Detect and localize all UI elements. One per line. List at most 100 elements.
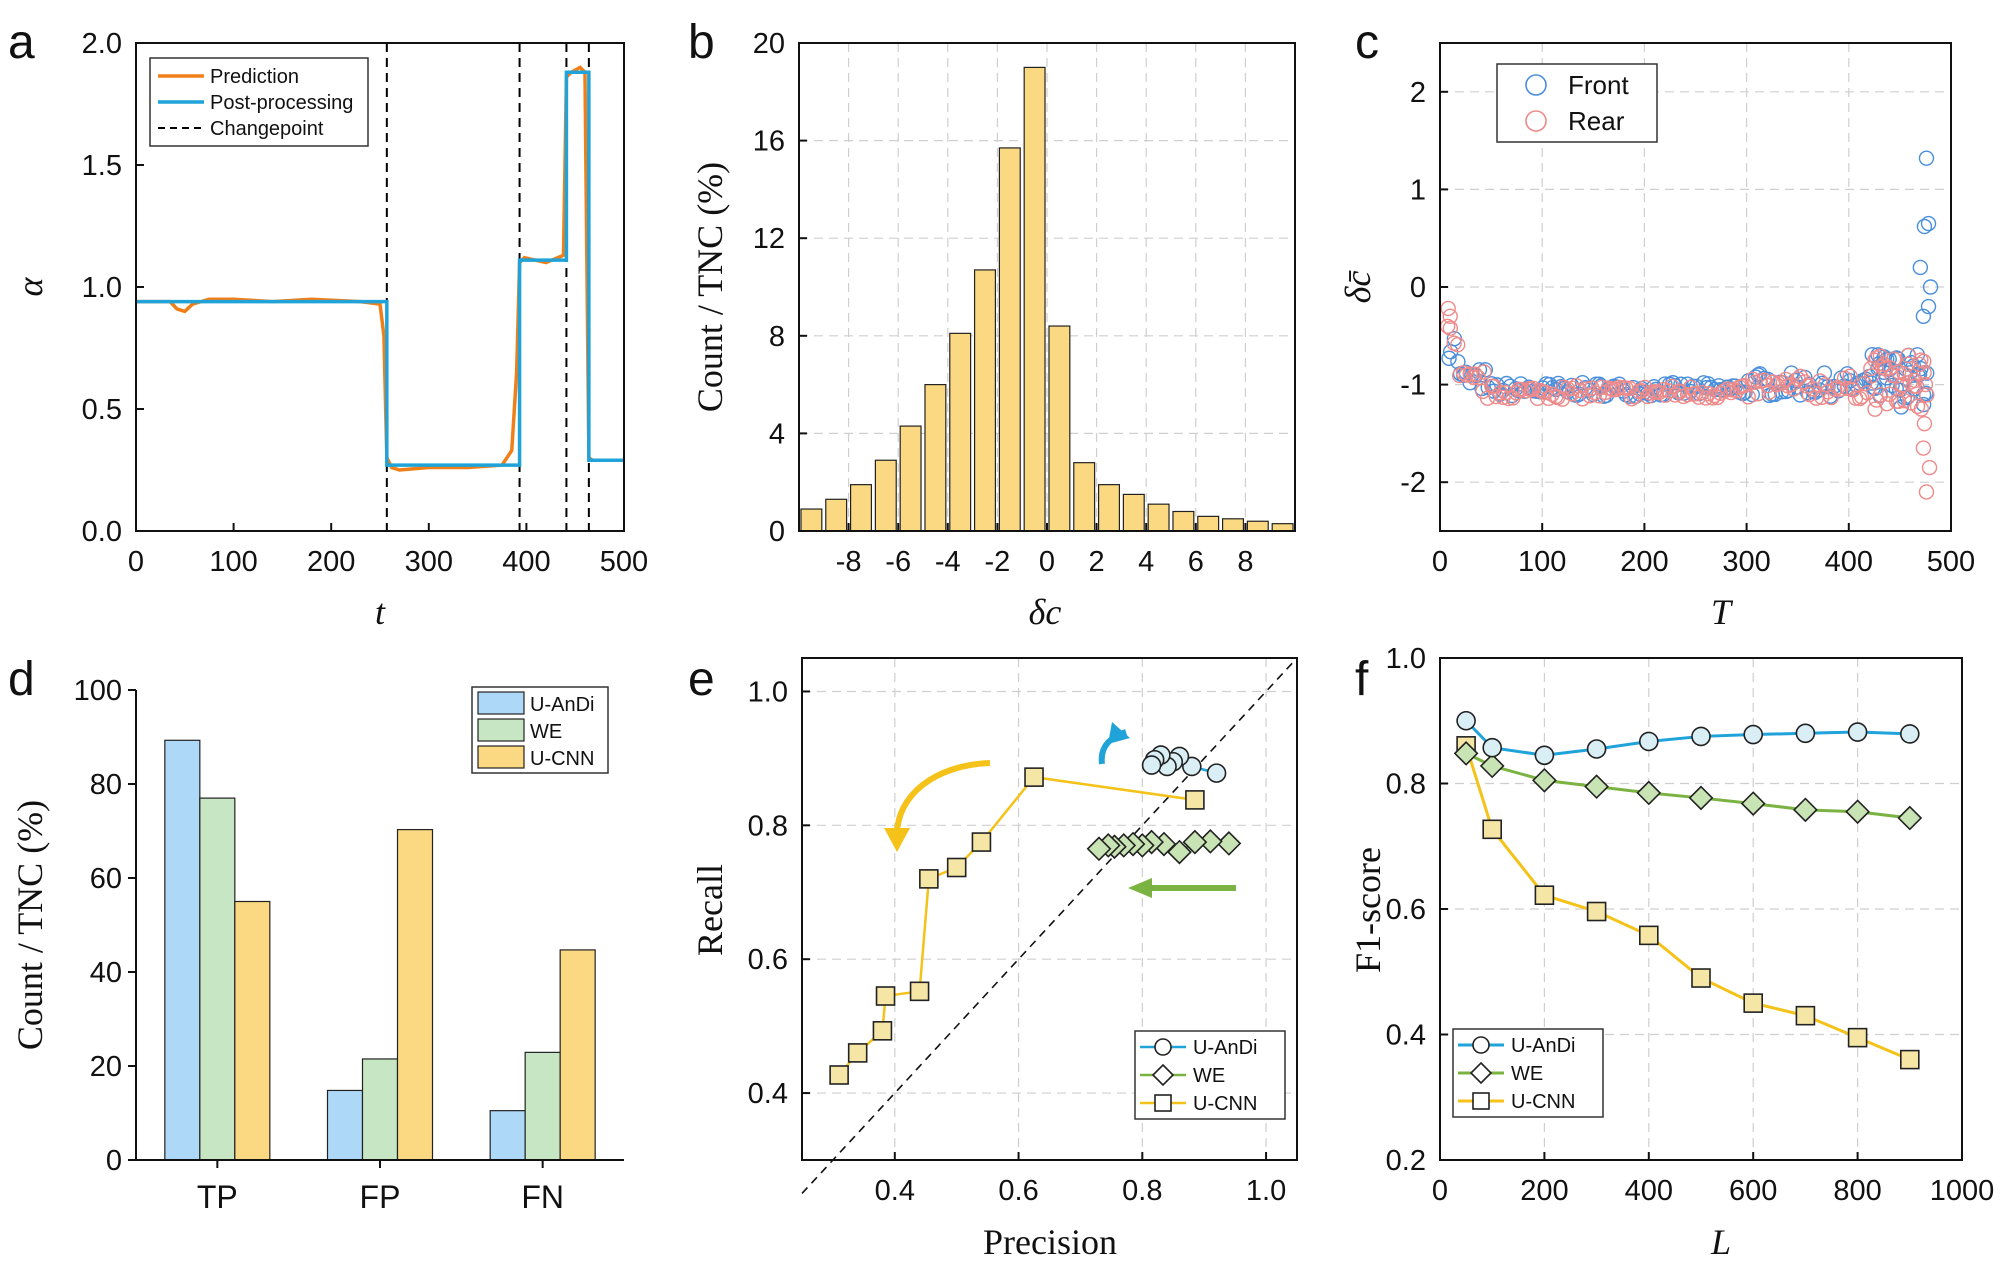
yellow-arrow-shaft bbox=[894, 760, 991, 836]
y-axis-label: Recall bbox=[690, 864, 730, 956]
green-arrow-head bbox=[1128, 878, 1152, 898]
bar bbox=[489, 1110, 526, 1161]
rear-point bbox=[1505, 390, 1521, 406]
rear-point bbox=[1442, 308, 1458, 324]
x-tick-label: -6 bbox=[885, 546, 911, 578]
data-point bbox=[1024, 767, 1044, 787]
rear-point bbox=[1917, 376, 1934, 393]
rear-point bbox=[1578, 381, 1595, 397]
data-point bbox=[1206, 763, 1227, 783]
x-tick-label: 0 bbox=[1039, 546, 1055, 578]
rear-point bbox=[1921, 459, 1938, 476]
bar bbox=[849, 484, 873, 532]
x-axis-label: T bbox=[1711, 592, 1734, 632]
data-point bbox=[1743, 724, 1763, 745]
front-point bbox=[1920, 298, 1937, 315]
y-tick-label: 0.6 bbox=[1386, 894, 1426, 926]
legend-label: U-CNN bbox=[530, 748, 594, 770]
bar bbox=[396, 828, 434, 1161]
y-tick-label: 12 bbox=[753, 223, 785, 255]
series-line bbox=[1465, 719, 1910, 757]
bar bbox=[949, 332, 972, 532]
y-tick-label: 2.0 bbox=[82, 28, 122, 60]
panel-b: -8 -6 -4 -2 0 2 4 6 8 0 4 8 12 16 20 δc Count / TNC (%) bbox=[690, 28, 1296, 632]
rear-point bbox=[1611, 379, 1627, 396]
y-tick-label: -1 bbox=[1400, 370, 1426, 402]
rear-point bbox=[1908, 378, 1925, 394]
data-point bbox=[1534, 885, 1555, 905]
y-axis-label: Count / TNC (%) bbox=[10, 800, 50, 1050]
rear-point bbox=[1918, 484, 1935, 500]
blue-arrow-head bbox=[1108, 722, 1130, 744]
legend-label: U-AnDi bbox=[1511, 1035, 1575, 1057]
data-point bbox=[1216, 831, 1242, 856]
front-point bbox=[1441, 350, 1457, 366]
data-point bbox=[1584, 774, 1609, 800]
x-tick-label: 0.4 bbox=[875, 1175, 915, 1207]
x-tick-label: 400 bbox=[1825, 546, 1873, 578]
rear-point bbox=[1622, 380, 1638, 397]
rear-point bbox=[1470, 369, 1486, 386]
rear-point bbox=[1839, 380, 1856, 397]
legend: U-AnDi WE U-CNN bbox=[471, 686, 609, 774]
rear-point bbox=[1864, 368, 1880, 384]
y-axis-label: F1-score bbox=[1348, 847, 1388, 973]
data-point bbox=[1453, 740, 1479, 766]
data-point bbox=[1586, 739, 1607, 759]
rear-point bbox=[1688, 386, 1704, 402]
x-tick-label: 0 bbox=[1432, 546, 1448, 578]
panel-letter: d bbox=[8, 653, 35, 706]
rear-point bbox=[1455, 365, 1472, 381]
y-tick-label: 16 bbox=[753, 126, 785, 158]
data-point bbox=[909, 981, 930, 1002]
series-line bbox=[838, 775, 1196, 1076]
panel-letter: f bbox=[1355, 653, 1369, 706]
y-tick-label: 20 bbox=[753, 28, 785, 60]
data-point bbox=[1141, 755, 1162, 775]
x-axis-label: Precision bbox=[983, 1222, 1117, 1262]
rear-point bbox=[1679, 386, 1696, 403]
rear-point bbox=[1694, 385, 1711, 401]
rear-point bbox=[1907, 372, 1923, 389]
bar bbox=[1172, 510, 1195, 532]
x-tick-label: 4 bbox=[1138, 546, 1154, 578]
bar bbox=[1246, 520, 1269, 532]
y-tick-label: 0.4 bbox=[748, 1078, 788, 1110]
bar bbox=[1048, 325, 1071, 532]
data-point bbox=[1482, 737, 1502, 758]
legend-label: WE bbox=[1193, 1065, 1225, 1087]
series-line bbox=[1465, 752, 1910, 820]
data-point bbox=[847, 1043, 868, 1063]
rear-point bbox=[1563, 386, 1580, 402]
plot-frame bbox=[801, 657, 1298, 1161]
rear-point bbox=[1916, 364, 1932, 381]
legend-label: U-CNN bbox=[1193, 1093, 1257, 1115]
bar bbox=[924, 384, 947, 532]
y-axis-label: Count / TNC (%) bbox=[690, 162, 730, 412]
data-point bbox=[1688, 785, 1714, 811]
legend-label: WE bbox=[530, 721, 562, 743]
rear-point bbox=[1667, 387, 1683, 403]
y-tick-label: 1.0 bbox=[748, 676, 788, 708]
legend: U-AnDi WE U-CNN bbox=[1134, 1030, 1286, 1120]
legend-swatch bbox=[1525, 74, 1547, 96]
bar bbox=[825, 498, 848, 532]
bar bbox=[973, 269, 997, 532]
x-tick-label: -2 bbox=[985, 546, 1011, 578]
y-tick-label: 1.0 bbox=[1386, 643, 1426, 675]
panel-f: 0 200 400 600 800 1000 0.2 0.4 0.6 0.8 1.0 L F1-scor… bbox=[1348, 643, 1994, 1262]
x-tick-label: 200 bbox=[307, 546, 355, 578]
rear-point bbox=[1442, 320, 1459, 336]
front-point bbox=[1916, 218, 1933, 235]
legend-swatch-marker bbox=[1154, 1094, 1172, 1112]
front-point bbox=[1884, 377, 1900, 394]
bar bbox=[1097, 484, 1121, 532]
rear-point bbox=[1765, 374, 1781, 390]
x-tick-label: 100 bbox=[1518, 546, 1566, 578]
y-tick-label: 0 bbox=[1410, 272, 1426, 304]
rear-point bbox=[1712, 385, 1729, 401]
rear-point bbox=[1450, 337, 1466, 353]
bar bbox=[1197, 515, 1220, 532]
x-tick-label: 200 bbox=[1520, 1175, 1568, 1207]
data-point bbox=[1740, 791, 1766, 816]
